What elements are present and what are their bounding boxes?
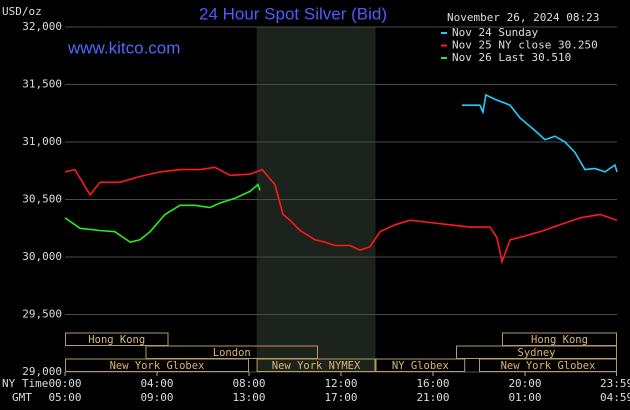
x-tick-label-gmt: 01:00	[508, 391, 541, 404]
session-box	[479, 358, 617, 372]
plot-underlay	[65, 26, 617, 373]
legend-label: Nov 26 Last 30.510	[452, 51, 571, 64]
session-label: New York Globex	[110, 360, 205, 372]
y-tick-label: 32,000	[22, 20, 62, 33]
x-tick-label: 20:00	[508, 377, 541, 390]
session-label: London	[213, 347, 251, 359]
session-label: Hong Kong	[531, 334, 588, 346]
y-tick-label: 29,000	[22, 365, 62, 378]
y-tick-label: 30,000	[22, 250, 62, 263]
series-line	[462, 93, 618, 173]
x-tick-label: 00:00	[48, 377, 81, 390]
x-row-label: NY Time	[2, 377, 48, 390]
chart-title: 24 Hour Spot Silver (Bid)	[199, 4, 387, 23]
x-tick-label-gmt: 17:00	[324, 391, 357, 404]
y-tick-label: 29,500	[22, 308, 62, 321]
legend-label: Nov 25 NY close 30.250	[452, 39, 598, 52]
watermark: www.kitco.com	[67, 38, 180, 57]
x-tick-label-gmt: 21:00	[416, 391, 449, 404]
session-box	[65, 358, 249, 372]
y-tick-label: 31,000	[22, 135, 62, 148]
session-label: Sydney	[518, 347, 556, 359]
x-tick-label: 12:00	[324, 377, 357, 390]
session-label: New York Globex	[501, 360, 596, 372]
x-tick-label-gmt: 04:59	[600, 391, 630, 404]
x-tick-label: 16:00	[416, 377, 449, 390]
x-tick-label-gmt: 05:00	[48, 391, 81, 404]
y-tick-label: 31,500	[22, 78, 62, 91]
series-line	[64, 183, 261, 243]
x-tick-label: 04:00	[140, 377, 173, 390]
x-row-label: GMT	[12, 391, 32, 404]
session-label: NY Globex	[392, 360, 449, 372]
legend-label: Nov 24 Sunday	[452, 26, 538, 39]
timestamp: November 26, 2024 08:23	[447, 11, 599, 24]
x-tick-label: 08:00	[232, 377, 265, 390]
session-label: New York NYMEX	[272, 360, 361, 372]
y-tick-label: 30,500	[22, 193, 62, 206]
x-tick-label-gmt: 13:00	[232, 391, 265, 404]
y-axis-label: USD/oz	[2, 5, 42, 18]
session-box	[256, 358, 376, 372]
session-label: Hong Kong	[88, 334, 145, 346]
x-tick-label: 23:59	[600, 377, 630, 390]
series-line	[64, 166, 618, 265]
session-box	[65, 332, 169, 346]
session-box	[375, 358, 466, 372]
x-tick-label-gmt: 09:00	[140, 391, 173, 404]
